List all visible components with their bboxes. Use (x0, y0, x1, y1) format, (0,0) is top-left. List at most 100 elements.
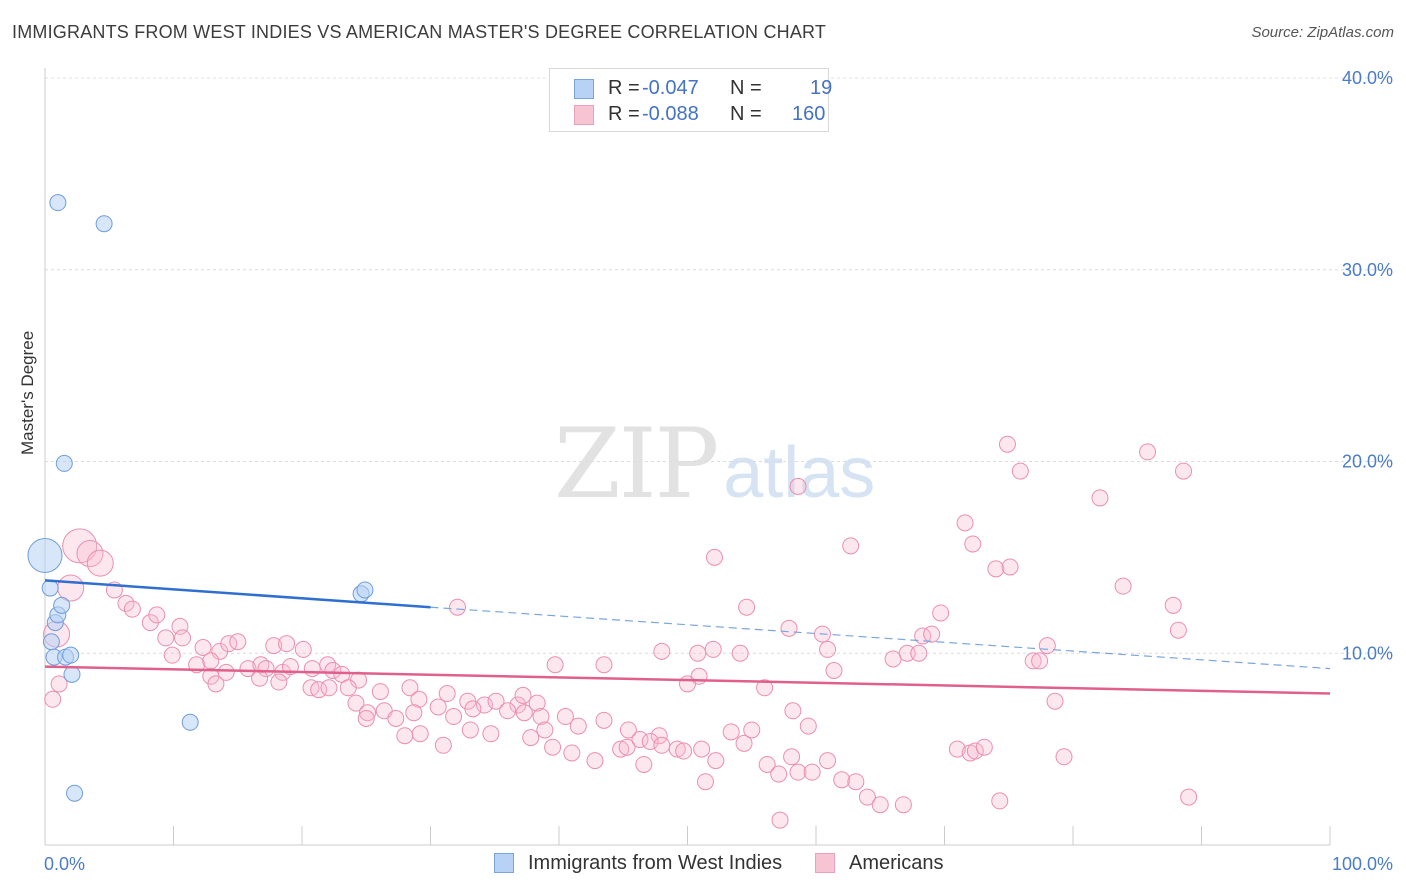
point-west-indies (27, 537, 63, 573)
point-americans (544, 738, 562, 756)
point-americans (631, 731, 649, 749)
point-americans (251, 669, 269, 687)
point-americans (847, 773, 865, 791)
point-americans (653, 736, 671, 754)
legend-n-label: N = (730, 103, 762, 125)
legend-swatch-pink (574, 105, 594, 125)
point-americans (635, 755, 653, 773)
point-americans (975, 738, 993, 756)
point-americans (1024, 652, 1042, 670)
point-americans (932, 604, 950, 622)
point-americans (514, 686, 532, 704)
point-west-indies (95, 215, 113, 233)
point-americans (464, 700, 482, 718)
point-americans (1031, 652, 1049, 670)
point-americans (148, 606, 166, 624)
point-americans (482, 725, 500, 743)
point-west-indies (63, 665, 81, 683)
point-americans (1001, 558, 1019, 576)
point-americans (619, 721, 637, 739)
point-americans (780, 619, 798, 637)
point-americans (532, 708, 550, 726)
point-west-indies (53, 596, 71, 614)
point-americans (1038, 637, 1056, 655)
point-americans (123, 600, 141, 618)
point-americans (998, 435, 1016, 453)
point-americans (117, 594, 135, 612)
point-americans (653, 642, 671, 660)
point-west-indies (55, 454, 73, 472)
point-americans (894, 796, 912, 814)
point-americans (758, 755, 776, 773)
point-americans (704, 640, 722, 658)
point-americans (194, 638, 212, 656)
point-americans (842, 537, 860, 555)
legend-n-value: 160 (792, 103, 826, 125)
bottom-legend-label: Americans (849, 852, 944, 874)
point-americans (239, 660, 257, 678)
point-americans (948, 740, 966, 758)
point-americans (461, 721, 479, 739)
point-americans (86, 549, 114, 577)
point-americans (438, 685, 456, 703)
point-americans (690, 667, 708, 685)
x-tick-label: 100.0% (1332, 854, 1393, 874)
point-americans (202, 652, 220, 670)
point-americans (207, 675, 225, 693)
point-americans (825, 662, 843, 680)
point-americans (966, 742, 984, 760)
point-americans (310, 681, 328, 699)
bottom-legend-swatch-pink (815, 853, 835, 873)
point-americans (756, 679, 774, 697)
y-tick-label: 10.0% (1342, 643, 1393, 663)
point-west-indies (42, 633, 60, 651)
point-americans (76, 540, 104, 568)
point-americans (546, 656, 564, 674)
point-americans (556, 708, 574, 726)
point-americans (803, 763, 821, 781)
point-americans (738, 598, 756, 616)
legend-r-value: -0.088 (642, 103, 699, 125)
point-americans (586, 752, 604, 770)
point-americans (1169, 621, 1187, 639)
point-americans (923, 625, 941, 643)
point-americans (320, 679, 338, 697)
point-americans (595, 711, 613, 729)
point-west-indies (181, 713, 199, 731)
point-americans (357, 709, 375, 727)
point-americans (339, 679, 357, 697)
point-americans (347, 694, 365, 712)
legend-n-label: N = (730, 77, 762, 99)
point-americans (387, 709, 405, 727)
chart-title: IMMIGRANTS FROM WEST INDIES VS AMERICAN … (12, 22, 827, 42)
bottom-legend-swatch-blue (494, 853, 514, 873)
legend-r-label: R = (608, 103, 640, 125)
point-americans (50, 675, 68, 693)
point-americans (1046, 692, 1064, 710)
point-americans (157, 629, 175, 647)
point-americans (536, 721, 554, 739)
point-west-indies (62, 646, 80, 664)
point-americans (1175, 462, 1193, 480)
point-americans (1011, 462, 1029, 480)
point-americans (434, 736, 452, 754)
point-americans (884, 650, 902, 668)
point-americans (833, 771, 851, 789)
point-americans (784, 702, 802, 720)
point-west-indies (41, 579, 59, 597)
point-americans (693, 740, 711, 758)
point-americans (910, 644, 928, 662)
point-americans (858, 788, 876, 806)
legend-r-value: -0.047 (642, 77, 699, 99)
point-americans (173, 629, 191, 647)
point-americans (668, 740, 686, 758)
x-tick-label: 0.0% (44, 854, 85, 874)
point-americans (735, 734, 753, 752)
point-americans (964, 535, 982, 553)
point-americans (411, 725, 429, 743)
y-tick-label: 40.0% (1342, 68, 1393, 88)
point-americans (569, 717, 587, 735)
point-americans (612, 740, 630, 758)
point-americans (707, 752, 725, 770)
